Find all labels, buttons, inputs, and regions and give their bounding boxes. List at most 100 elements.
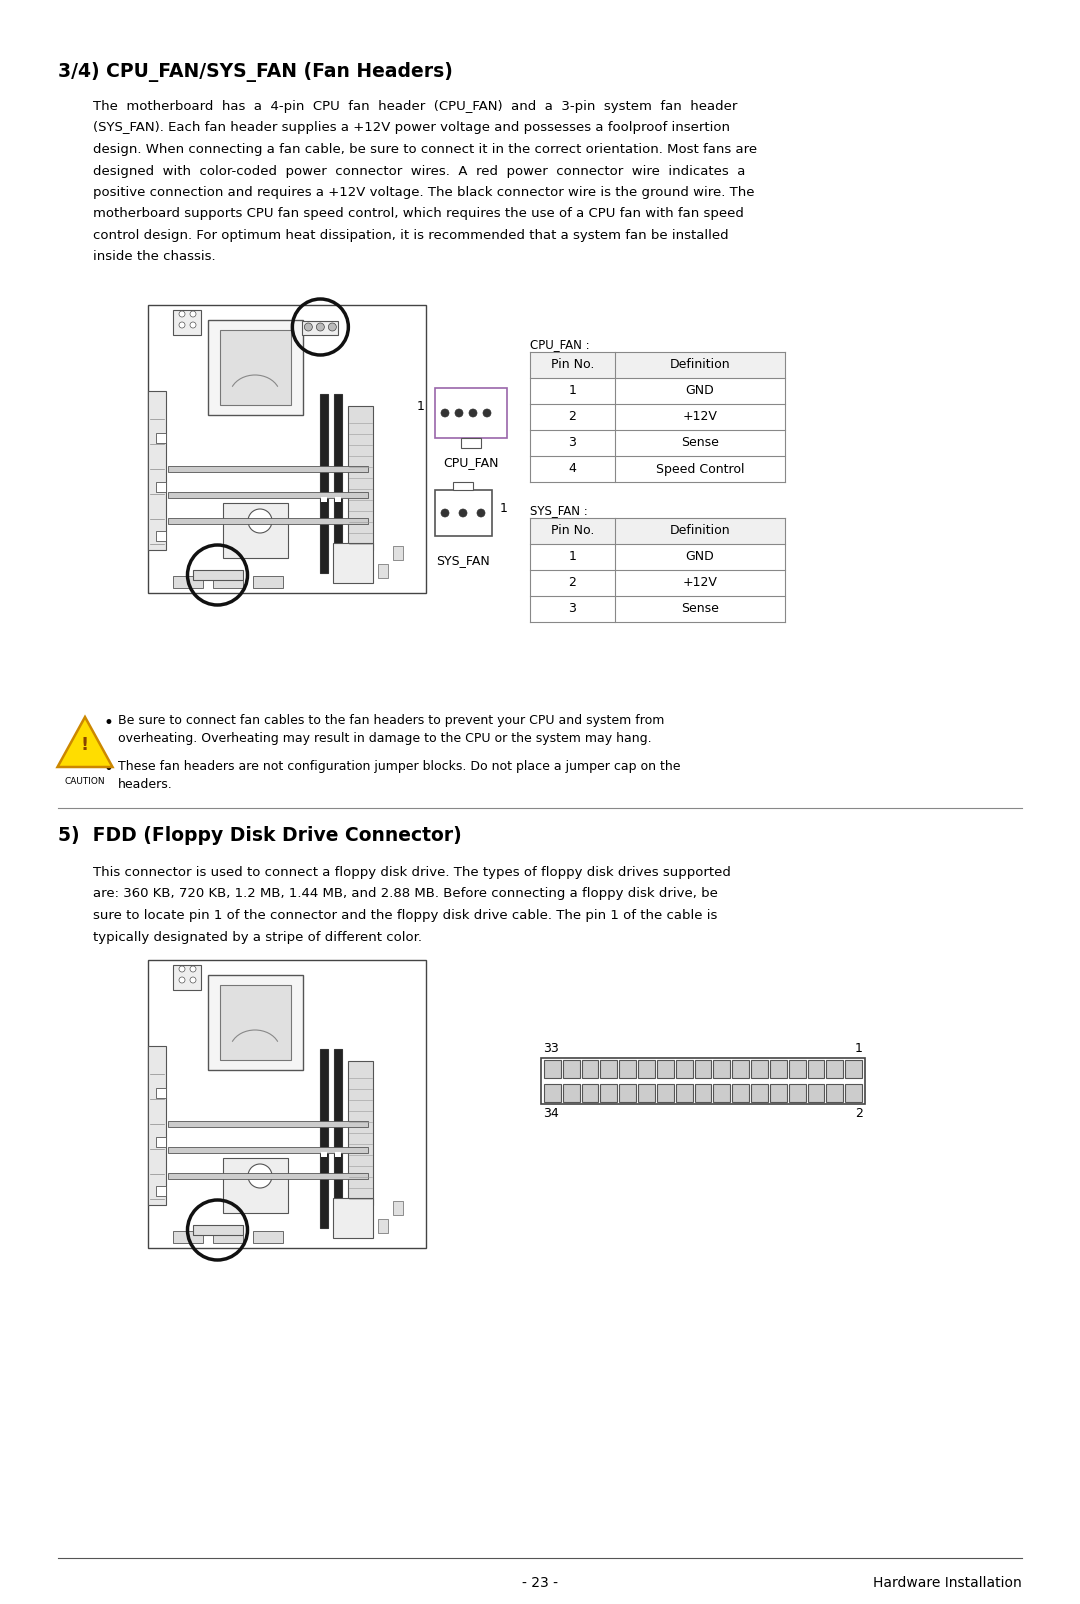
Circle shape [190,311,195,318]
Bar [544,1084,561,1102]
Text: 3: 3 [568,436,577,449]
Bar [148,305,426,593]
Bar [148,391,166,550]
Text: typically designated by a stripe of different color.: typically designated by a stripe of diff… [93,930,422,943]
Text: Hardware Installation: Hardware Installation [874,1577,1022,1590]
Bar [222,1158,288,1214]
Bar [156,433,166,443]
Bar [148,961,426,1248]
Text: CPU_FAN: CPU_FAN [443,456,499,468]
Text: GND: GND [686,385,714,398]
Circle shape [179,322,185,327]
Bar [208,321,303,415]
Bar [788,1060,806,1078]
Bar [530,518,785,544]
Bar [156,1088,166,1099]
Text: 2: 2 [568,411,577,423]
Circle shape [305,322,312,330]
Bar [168,1121,368,1128]
Text: 2: 2 [568,576,577,590]
Bar [638,1060,654,1078]
Bar [657,1060,674,1078]
Bar [334,1049,342,1229]
Circle shape [469,409,477,417]
Bar [173,576,203,589]
Bar [676,1084,692,1102]
Text: Sense: Sense [681,603,719,616]
Text: +12V: +12V [683,576,717,590]
Circle shape [441,508,449,516]
Bar [461,438,481,448]
Bar [541,1059,865,1104]
Bar [213,576,243,589]
Bar [619,1060,636,1078]
Text: sure to locate pin 1 of the connector and the floppy disk drive cable. The pin 1: sure to locate pin 1 of the connector an… [93,909,717,922]
Bar [173,966,201,990]
Bar [302,321,338,335]
Circle shape [179,966,185,972]
Bar [168,492,368,497]
Bar [220,330,291,404]
Bar [435,489,492,536]
Text: Speed Control: Speed Control [656,462,744,475]
Bar [320,1049,328,1229]
Circle shape [179,311,185,318]
Bar [732,1060,750,1078]
Circle shape [328,322,336,330]
Bar [393,545,403,560]
Bar [600,1084,618,1102]
Text: The  motherboard  has  a  4-pin  CPU  fan  header  (CPU_FAN)  and  a  3-pin  sys: The motherboard has a 4-pin CPU fan head… [93,99,738,112]
Bar [544,1060,561,1078]
Text: SYS_FAN: SYS_FAN [436,553,490,566]
Bar [676,1060,692,1078]
Bar [333,544,373,582]
Polygon shape [57,717,112,767]
Text: 4: 4 [568,462,577,475]
Text: designed  with  color-coded  power  connector  wires.  A  red  power  connector : designed with color-coded power connecto… [93,165,745,178]
Bar [788,1084,806,1102]
Bar [600,1060,618,1078]
Bar [694,1060,712,1078]
Bar [156,1187,166,1197]
Bar [530,351,785,379]
Bar [253,1230,283,1243]
Bar [393,1201,403,1214]
Bar [846,1084,862,1102]
Text: 1: 1 [568,385,577,398]
Text: !: ! [81,736,89,754]
Bar [156,531,166,541]
Bar [582,1060,598,1078]
Text: 1: 1 [855,1043,863,1055]
Bar [320,395,328,573]
Bar [220,985,291,1060]
Bar [563,1060,580,1078]
Text: design. When connecting a fan cable, be sure to connect it in the correct orient: design. When connecting a fan cable, be … [93,143,757,156]
Bar [348,406,373,550]
Bar [714,1060,730,1078]
Bar [770,1084,786,1102]
Text: +12V: +12V [683,411,717,423]
Circle shape [316,322,324,330]
Bar [168,1173,368,1179]
Bar [192,1225,243,1235]
Bar [148,1046,166,1205]
Text: inside the chassis.: inside the chassis. [93,250,216,263]
Bar [334,395,342,573]
Circle shape [441,409,449,417]
Text: Definition: Definition [670,525,730,537]
Text: 5)  FDD (Floppy Disk Drive Connector): 5) FDD (Floppy Disk Drive Connector) [58,826,462,845]
Bar [213,1230,243,1243]
Bar [156,1137,166,1147]
Bar [453,481,473,489]
Text: 1: 1 [568,550,577,563]
Bar [770,1060,786,1078]
Bar [192,569,243,581]
Bar [751,1060,768,1078]
Text: Sense: Sense [681,436,719,449]
Text: 33: 33 [543,1043,558,1055]
Bar [846,1060,862,1078]
Bar [714,1084,730,1102]
Bar [808,1060,824,1078]
Text: This connector is used to connect a floppy disk drive. The types of floppy disk : This connector is used to connect a flop… [93,866,731,879]
Bar [208,975,303,1070]
